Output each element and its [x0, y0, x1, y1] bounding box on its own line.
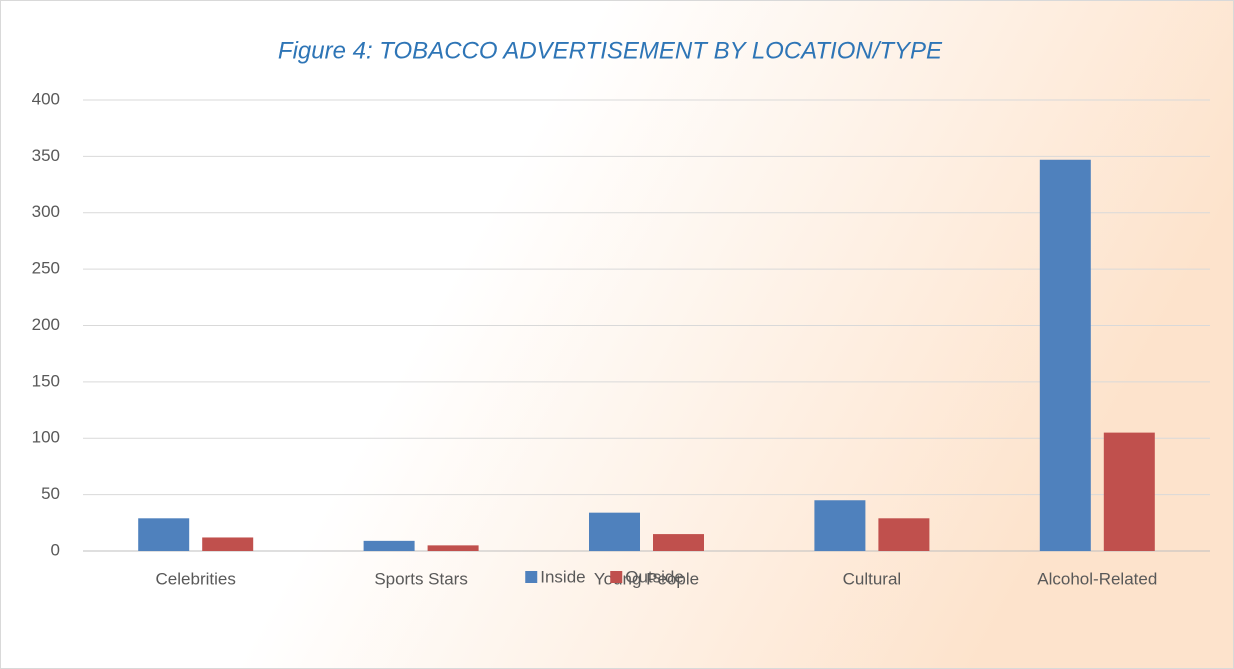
bar	[814, 500, 866, 551]
legend-swatch	[525, 571, 538, 583]
bar	[427, 545, 479, 551]
x-tick-label: Alcohol-Related	[1037, 569, 1157, 588]
chart-title: Figure 4: TOBACCO ADVERTISEMENT BY LOCAT…	[278, 37, 943, 64]
y-tick-label: 200	[32, 315, 60, 334]
x-tick-label: Cultural	[843, 569, 902, 588]
bar	[138, 518, 190, 551]
legend-label: Outside	[625, 567, 684, 586]
bar	[1103, 432, 1155, 551]
y-tick-label: 0	[51, 540, 60, 559]
y-tick-label: 350	[32, 146, 60, 165]
x-tick-label: Sports Stars	[374, 569, 468, 588]
bar	[363, 540, 415, 551]
legend-swatch	[610, 571, 623, 583]
bar	[653, 534, 704, 551]
y-tick-label: 400	[32, 89, 60, 108]
y-tick-label: 50	[41, 484, 60, 503]
y-tick-label: 100	[32, 428, 60, 447]
x-tick-label: Celebrities	[156, 569, 236, 588]
bar	[878, 518, 930, 551]
bar	[1039, 159, 1091, 551]
y-tick-label: 250	[32, 259, 60, 278]
bar	[202, 537, 254, 551]
bar	[589, 512, 640, 551]
legend-label: Inside	[540, 567, 585, 586]
y-tick-label: 150	[32, 371, 60, 390]
y-tick-label: 300	[32, 202, 60, 221]
